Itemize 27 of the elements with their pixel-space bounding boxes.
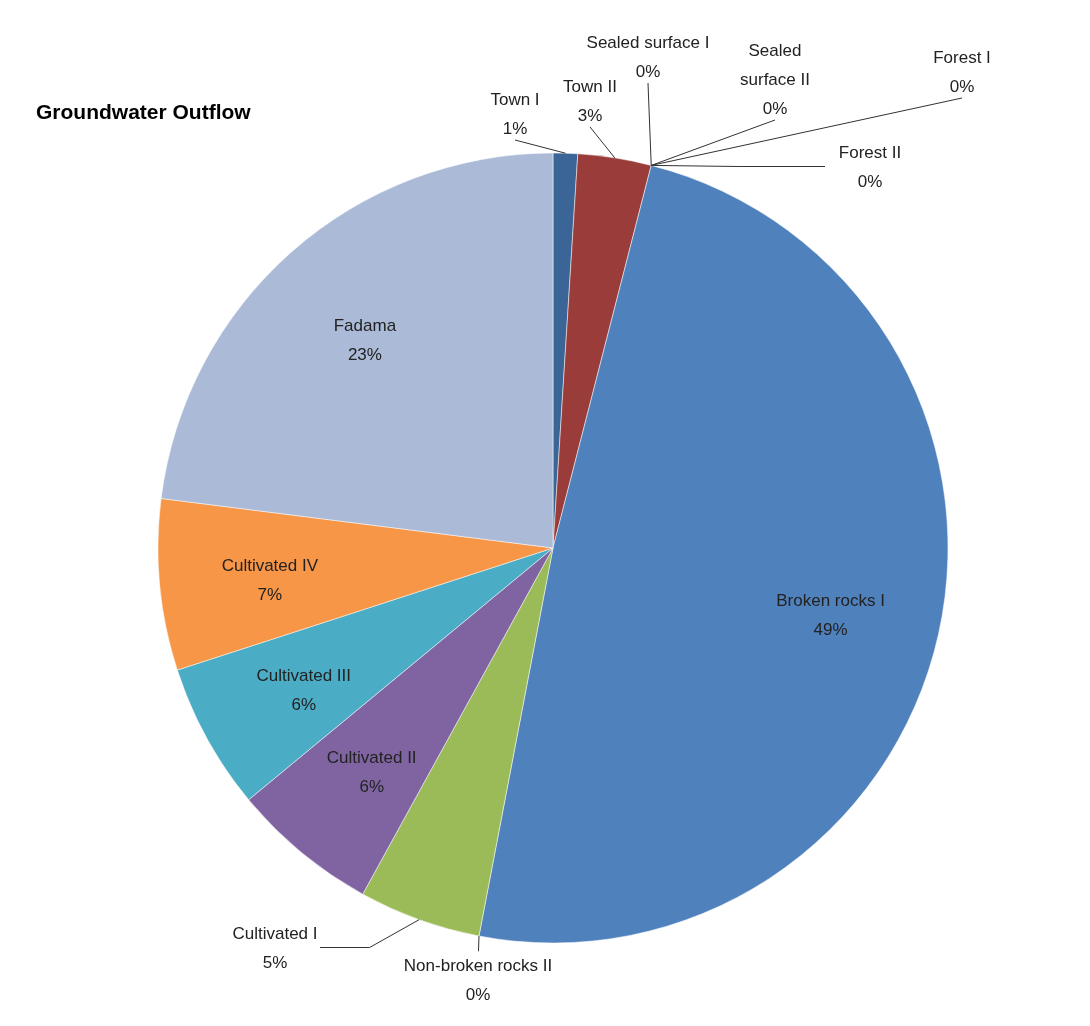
data-label: 6%: [359, 777, 385, 797]
data-label: 23%: [347, 344, 382, 364]
category-label: Forest II: [838, 143, 902, 162]
data-label: 6%: [291, 695, 317, 715]
text: 0%: [635, 62, 661, 81]
slice-label: Cultivated IV: [221, 555, 319, 575]
data-label: 3%: [577, 106, 603, 125]
category-label: Sealed surface II: [740, 41, 810, 89]
data-label: 5%: [262, 953, 288, 972]
text: 0%: [949, 77, 975, 96]
legend-label: Non-broken rocks II: [403, 956, 553, 975]
slice-label: Cultivated III: [256, 666, 352, 686]
slice-label: Town I: [490, 90, 540, 109]
data-label: 1%: [502, 119, 528, 138]
text: 0%: [857, 172, 883, 191]
text: 0%: [762, 99, 788, 118]
slice-label: Town II: [563, 77, 617, 96]
text: 0%: [465, 985, 491, 1004]
slice-label: Fadama: [333, 315, 397, 335]
slice-label: Broken rocks I: [776, 591, 885, 611]
data-label: 49%: [813, 620, 848, 640]
slice-label: Cultivated I: [232, 924, 318, 943]
data-label: 7%: [257, 584, 283, 604]
category-label: Forest I: [933, 48, 991, 67]
slice-label: Cultivated II: [326, 748, 417, 768]
text: Groundwater Outflow: [36, 100, 252, 123]
category-label: Sealed surface I: [586, 33, 710, 52]
